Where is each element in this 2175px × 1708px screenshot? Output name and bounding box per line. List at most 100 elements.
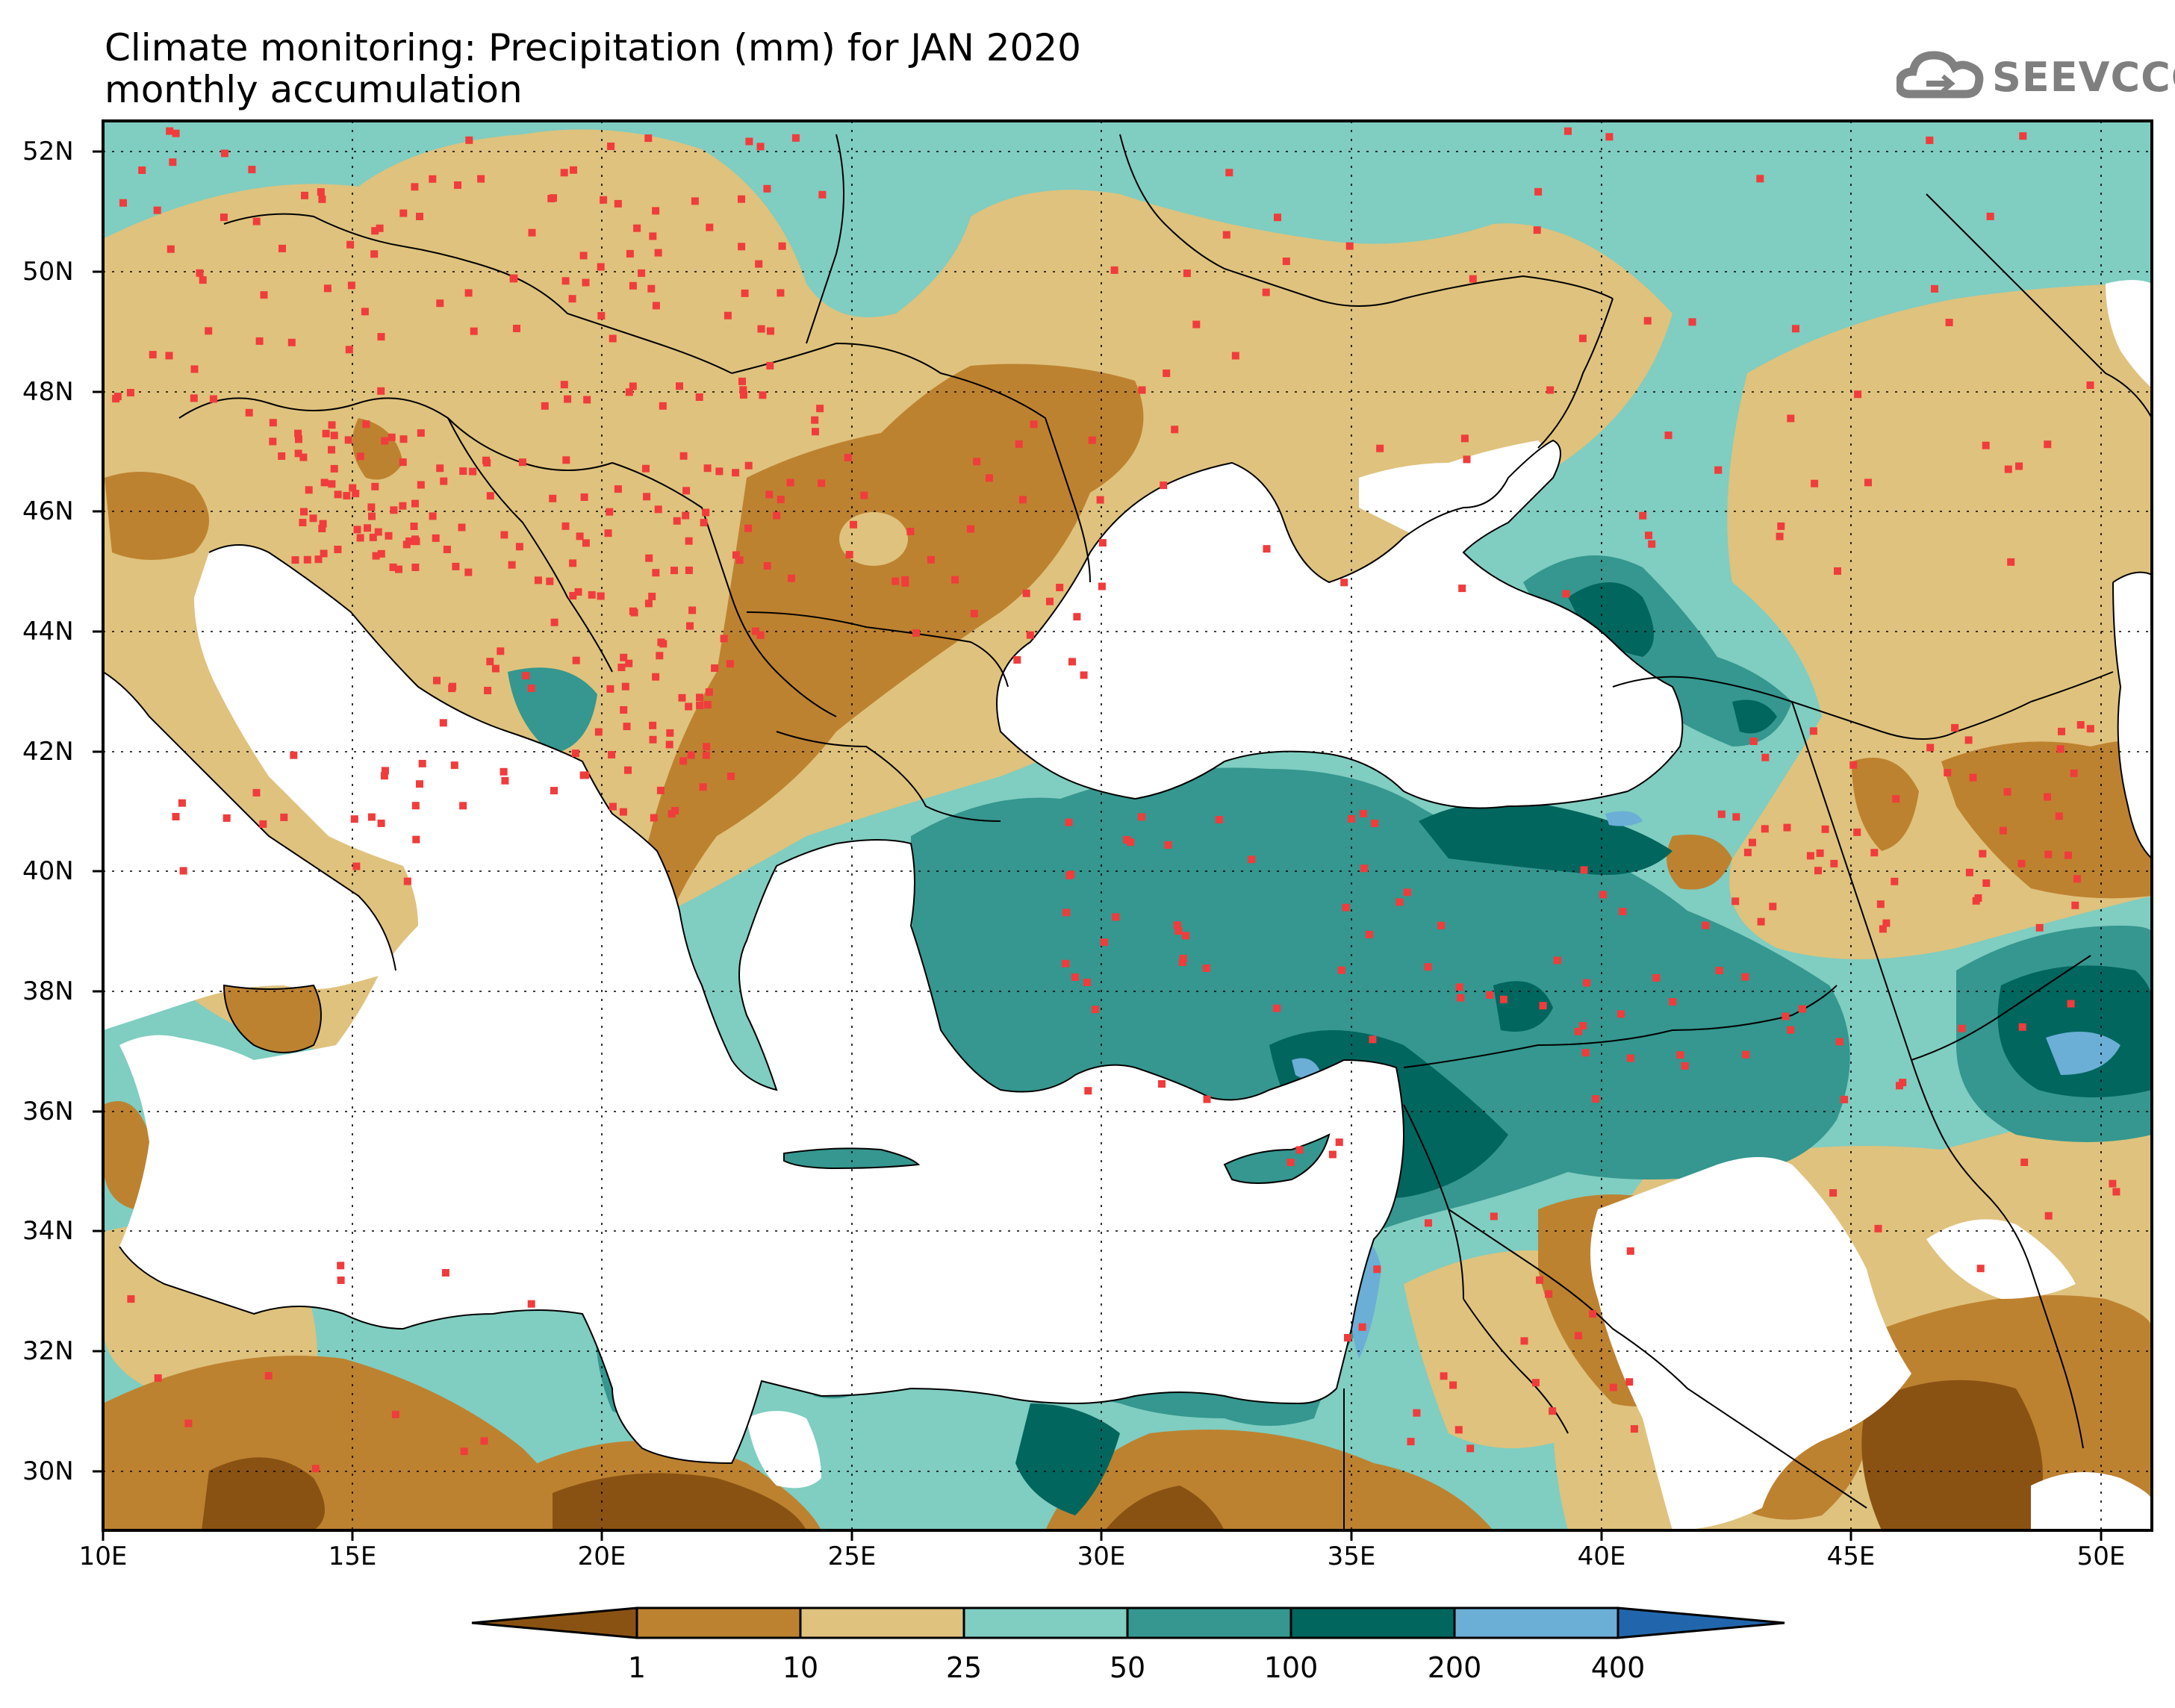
colorbar-bin-100-200 — [1289, 1606, 1456, 1639]
station-marker — [2044, 793, 2052, 801]
station-marker — [629, 281, 637, 290]
station-marker — [1645, 532, 1652, 540]
station-marker — [1969, 773, 1977, 782]
station-marker — [252, 217, 261, 225]
lon-label-10e: 10E — [78, 1542, 128, 1571]
station-marker — [816, 405, 824, 413]
station-marker — [773, 511, 781, 520]
station-marker — [1830, 859, 1838, 867]
station-marker — [623, 723, 631, 731]
station-marker — [583, 396, 591, 404]
station-marker — [594, 728, 603, 736]
station-marker — [269, 419, 277, 427]
station-marker — [380, 772, 388, 780]
station-marker — [652, 302, 660, 310]
station-marker — [1583, 979, 1591, 987]
station-marker — [1549, 1407, 1557, 1415]
station-marker — [2004, 465, 2012, 473]
station-marker — [648, 593, 656, 600]
station-marker — [2064, 851, 2072, 859]
station-marker — [429, 175, 437, 183]
station-marker — [650, 814, 658, 822]
station-marker — [2035, 923, 2044, 932]
station-marker — [314, 555, 323, 564]
station-marker — [290, 751, 298, 759]
station-marker — [560, 381, 568, 389]
colorbar-label-50: 50 — [1109, 1651, 1146, 1684]
station-marker — [1457, 994, 1465, 1002]
station-marker — [399, 435, 408, 443]
station-marker — [1337, 966, 1345, 974]
station-marker — [811, 416, 819, 424]
persian-gulf — [2031, 1472, 2152, 1530]
station-marker — [1022, 589, 1030, 597]
station-marker — [1080, 671, 1088, 679]
station-marker — [527, 685, 535, 692]
lon-label-40e: 40E — [1577, 1542, 1626, 1571]
station-marker — [172, 813, 180, 820]
station-marker — [1854, 390, 1862, 399]
station-marker — [766, 361, 774, 370]
station-marker — [1371, 819, 1379, 827]
station-marker — [1814, 867, 1822, 875]
station-marker — [344, 436, 352, 444]
islands — [223, 984, 1331, 1184]
station-marker — [673, 517, 681, 525]
lat-label-48n: 48N — [22, 377, 74, 407]
station-marker — [300, 508, 308, 516]
station-marker — [629, 382, 637, 390]
station-marker — [1091, 1006, 1099, 1014]
station-marker — [1359, 809, 1367, 817]
station-marker — [2070, 769, 2078, 777]
station-marker — [1455, 983, 1463, 991]
station-marker — [541, 402, 549, 410]
station-marker — [606, 685, 614, 693]
station-marker — [2071, 901, 2079, 909]
station-marker — [582, 278, 590, 287]
colorbar-bin-200-400 — [1453, 1606, 1619, 1639]
station-marker — [850, 520, 857, 529]
station-marker — [1609, 1383, 1617, 1391]
station-marker — [381, 437, 389, 445]
station-marker — [439, 719, 447, 727]
station-marker — [620, 706, 628, 714]
station-marker — [220, 149, 228, 158]
station-marker — [418, 759, 426, 767]
station-marker — [1282, 258, 1290, 265]
station-marker — [1248, 855, 1256, 864]
missing-data-east — [2106, 280, 2152, 388]
station-marker — [767, 327, 774, 335]
station-marker — [1553, 956, 1561, 964]
station-marker — [328, 480, 336, 488]
station-marker — [609, 334, 617, 343]
station-marker — [715, 467, 724, 476]
station-marker — [1783, 823, 1791, 832]
station-marker — [668, 810, 676, 818]
station-marker — [691, 197, 699, 205]
station-marker — [973, 458, 981, 466]
station-marker — [287, 338, 296, 346]
station-marker — [818, 190, 827, 199]
station-marker — [491, 664, 500, 673]
station-marker — [1944, 769, 1952, 776]
station-marker — [399, 502, 407, 510]
station-marker — [1811, 479, 1819, 487]
station-marker — [757, 325, 765, 333]
station-marker — [1071, 973, 1079, 981]
station-marker — [1342, 903, 1350, 911]
station-marker — [399, 458, 407, 467]
station-marker — [1466, 1444, 1475, 1453]
station-marker — [367, 813, 376, 821]
station-marker — [1158, 1080, 1166, 1088]
station-marker — [985, 474, 993, 482]
station-marker — [500, 767, 508, 776]
station-marker — [1630, 1425, 1638, 1433]
station-marker — [1335, 1138, 1343, 1147]
station-marker — [205, 327, 213, 335]
station-marker — [1892, 795, 1900, 803]
station-marker — [1345, 242, 1354, 250]
station-marker — [927, 555, 935, 564]
station-marker — [1652, 973, 1661, 982]
lat-label-32n: 32N — [22, 1336, 74, 1366]
